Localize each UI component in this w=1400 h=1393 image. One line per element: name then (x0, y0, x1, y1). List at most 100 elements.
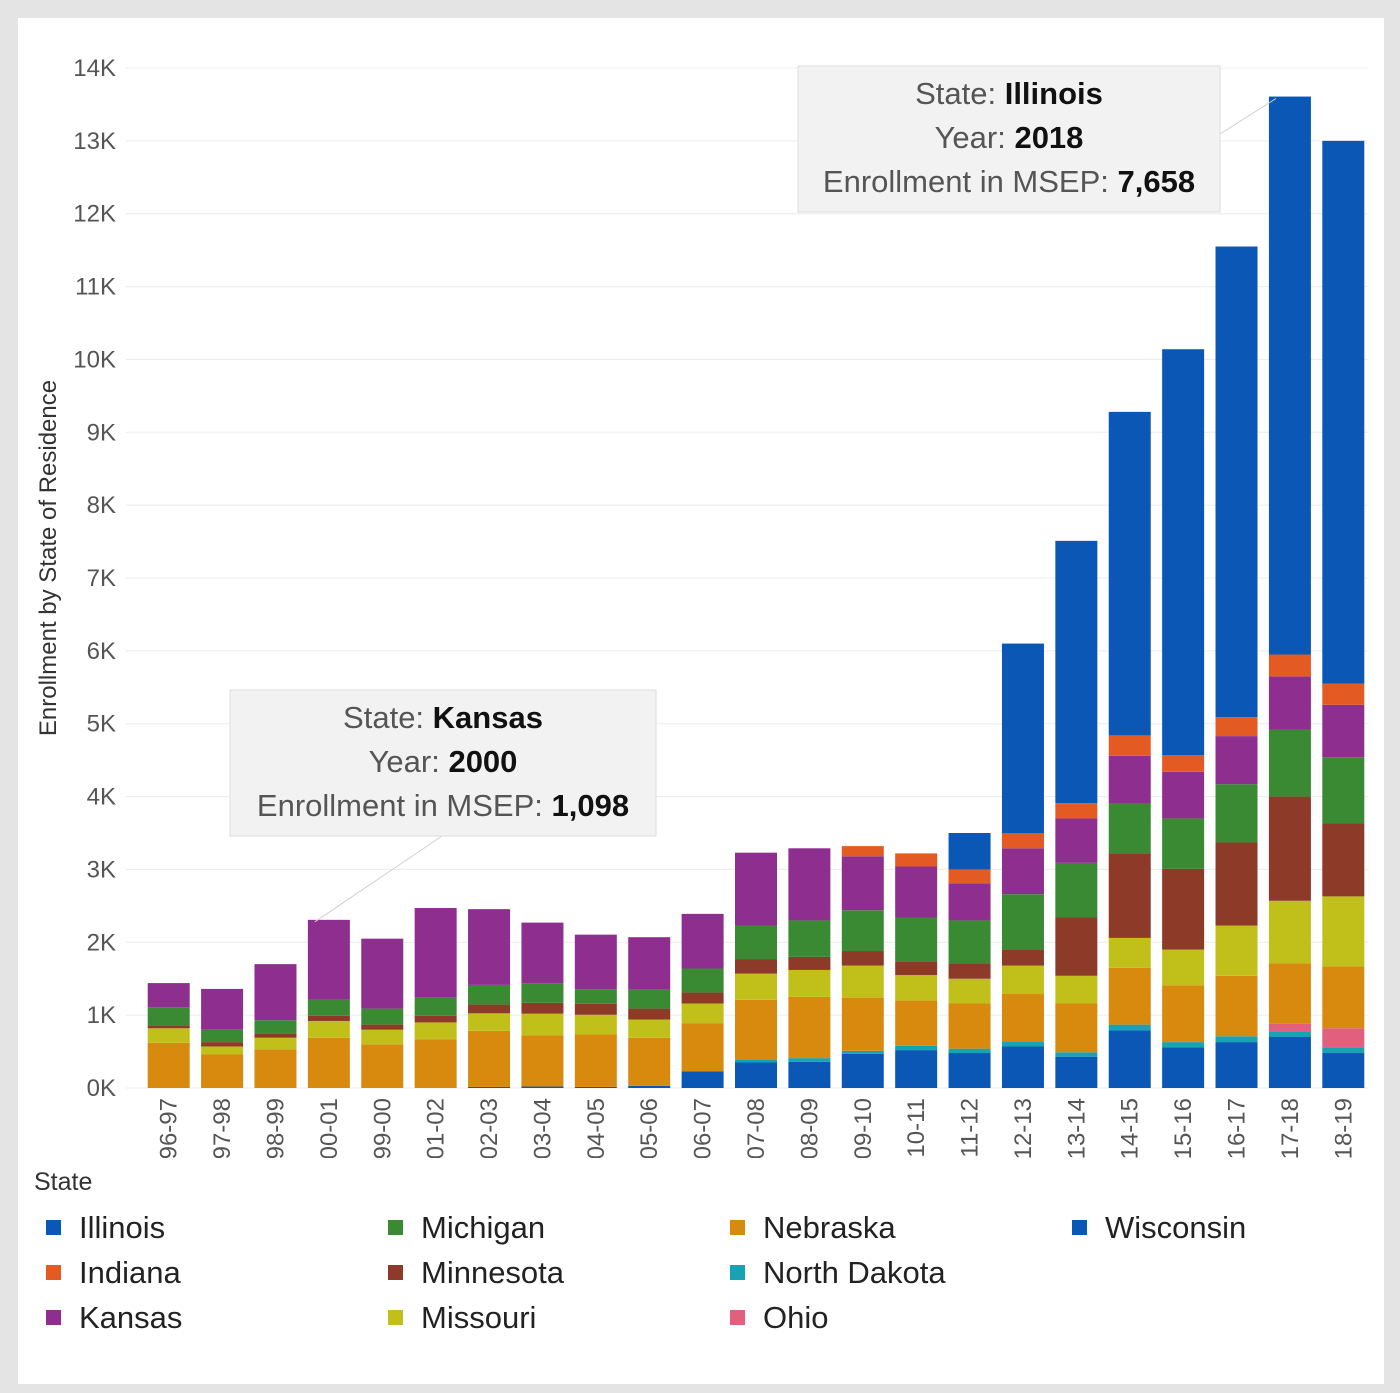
bar-segment-kansas[interactable] (468, 909, 511, 985)
bar-segment-kansas[interactable] (948, 883, 991, 921)
bar-segment-kansas[interactable] (254, 964, 297, 1021)
bar-segment-kansas[interactable] (521, 922, 564, 984)
bar-segment-michigan[interactable] (788, 920, 831, 957)
bar-segment-north-dakota[interactable] (1055, 1052, 1098, 1057)
bar-segment-michigan[interactable] (948, 920, 991, 964)
bar-segment-illinois[interactable] (1215, 246, 1258, 718)
bar-segment-minnesota[interactable] (1108, 853, 1151, 938)
bar-segment-north-dakota[interactable] (735, 1059, 777, 1063)
legend-item-illinois[interactable]: Illinois (34, 1205, 376, 1250)
bar-segment-minnesota[interactable] (468, 1004, 511, 1014)
bar-segment-nebraska[interactable] (681, 1023, 724, 1072)
bar-segment-missouri[interactable] (735, 973, 777, 1000)
bar-segment-michigan[interactable] (521, 983, 564, 1003)
legend-item-north-dakota[interactable]: North Dakota (718, 1250, 1060, 1295)
bar-segment-kansas[interactable] (361, 938, 404, 1009)
bar-segment-kansas[interactable] (147, 983, 190, 1008)
bar-segment-wisconsin[interactable] (521, 1086, 564, 1088)
bar-segment-wisconsin[interactable] (681, 1071, 724, 1088)
bar-segment-michigan[interactable] (361, 1008, 404, 1025)
legend-item-wisconsin[interactable]: Wisconsin (1060, 1205, 1400, 1250)
bar-segment-michigan[interactable] (307, 999, 350, 1016)
bar-segment-kansas[interactable] (788, 848, 831, 921)
bar-segment-kansas[interactable] (628, 937, 671, 990)
bar-segment-nebraska[interactable] (841, 997, 884, 1051)
bar-segment-minnesota[interactable] (1322, 823, 1365, 897)
bar-segment-kansas[interactable] (1268, 676, 1311, 730)
bar-segment-minnesota[interactable] (361, 1024, 404, 1030)
bar-segment-indiana[interactable] (1108, 735, 1151, 756)
bar-segment-kansas[interactable] (895, 866, 938, 918)
legend-item-kansas[interactable]: Kansas (34, 1295, 376, 1340)
bar-segment-michigan[interactable] (1108, 803, 1151, 854)
bar-segment-illinois[interactable] (1322, 140, 1365, 684)
bar-segment-indiana[interactable] (841, 846, 884, 857)
legend-item-missouri[interactable]: Missouri (376, 1295, 718, 1340)
legend-item-minnesota[interactable]: Minnesota (376, 1250, 718, 1295)
bar-segment-minnesota[interactable] (1001, 949, 1044, 966)
bar-segment-nebraska[interactable] (1268, 963, 1311, 1024)
bar-segment-kansas[interactable] (735, 852, 777, 926)
bar-segment-minnesota[interactable] (574, 1003, 617, 1015)
bar-segment-nebraska[interactable] (1001, 994, 1044, 1042)
bar-segment-nebraska[interactable] (361, 1044, 404, 1088)
bar-segment-missouri[interactable] (841, 965, 884, 998)
bar-segment-indiana[interactable] (1268, 654, 1311, 677)
bar-segment-missouri[interactable] (468, 1013, 511, 1031)
bar-segment-nebraska[interactable] (307, 1037, 350, 1088)
bar-segment-kansas[interactable] (1001, 848, 1044, 895)
bar-segment-michigan[interactable] (628, 989, 671, 1009)
bar-segment-minnesota[interactable] (895, 961, 938, 976)
bar-segment-missouri[interactable] (1215, 925, 1258, 976)
bar-segment-michigan[interactable] (735, 925, 777, 960)
bar-segment-wisconsin[interactable] (1055, 1056, 1098, 1088)
bar-segment-michigan[interactable] (254, 1020, 297, 1034)
bar-segment-indiana[interactable] (1215, 717, 1258, 737)
bar-segment-missouri[interactable] (254, 1037, 297, 1050)
bar-segment-minnesota[interactable] (414, 1015, 457, 1023)
bar-segment-wisconsin[interactable] (841, 1053, 884, 1088)
bar-segment-north-dakota[interactable] (1322, 1047, 1365, 1054)
bar-segment-missouri[interactable] (147, 1028, 190, 1043)
bar-segment-missouri[interactable] (1108, 937, 1151, 968)
bar-segment-missouri[interactable] (895, 975, 938, 1001)
bar-segment-illinois[interactable] (948, 833, 991, 870)
bar-segment-michigan[interactable] (1322, 757, 1365, 824)
bar-segment-illinois[interactable] (1055, 540, 1098, 804)
bar-segment-nebraska[interactable] (628, 1037, 671, 1086)
bar-segment-michigan[interactable] (1268, 729, 1311, 797)
bar-segment-michigan[interactable] (841, 910, 884, 952)
bar-segment-north-dakota[interactable] (1215, 1036, 1258, 1043)
bar-segment-michigan[interactable] (468, 984, 511, 1005)
bar-segment-wisconsin[interactable] (948, 1053, 991, 1088)
bar-segment-wisconsin[interactable] (788, 1061, 831, 1088)
bar-segment-kansas[interactable] (1162, 771, 1205, 819)
bar-segment-michigan[interactable] (1162, 818, 1205, 869)
bar-segment-missouri[interactable] (1001, 965, 1044, 995)
bar-segment-north-dakota[interactable] (788, 1058, 831, 1062)
bar-segment-nebraska[interactable] (574, 1034, 617, 1087)
bar-segment-north-dakota[interactable] (1162, 1042, 1205, 1048)
bar-segment-michigan[interactable] (1055, 862, 1098, 918)
bar-segment-north-dakota[interactable] (1001, 1041, 1044, 1047)
bar-segment-illinois[interactable] (1268, 96, 1311, 655)
bar-segment-kansas[interactable] (414, 908, 457, 998)
bar-segment-minnesota[interactable] (521, 1002, 564, 1014)
bar-segment-wisconsin[interactable] (574, 1086, 617, 1088)
bar-segment-north-dakota[interactable] (1268, 1031, 1311, 1037)
bar-segment-nebraska[interactable] (948, 1003, 991, 1049)
bar-segment-missouri[interactable] (201, 1046, 244, 1055)
bar-segment-missouri[interactable] (1055, 975, 1098, 1004)
bar-segment-illinois[interactable] (1162, 349, 1205, 756)
bar-segment-minnesota[interactable] (254, 1033, 297, 1038)
bar-segment-minnesota[interactable] (307, 1015, 350, 1021)
bar-segment-indiana[interactable] (1001, 833, 1044, 849)
bar-segment-michigan[interactable] (895, 917, 938, 962)
bar-segment-indiana[interactable] (1162, 755, 1205, 772)
bar-segment-nebraska[interactable] (895, 1000, 938, 1046)
bar-segment-minnesota[interactable] (147, 1025, 190, 1029)
bar-segment-missouri[interactable] (788, 969, 831, 997)
bar-segment-north-dakota[interactable] (948, 1048, 991, 1054)
bar-segment-michigan[interactable] (1215, 784, 1258, 843)
bar-segment-indiana[interactable] (1055, 803, 1098, 819)
